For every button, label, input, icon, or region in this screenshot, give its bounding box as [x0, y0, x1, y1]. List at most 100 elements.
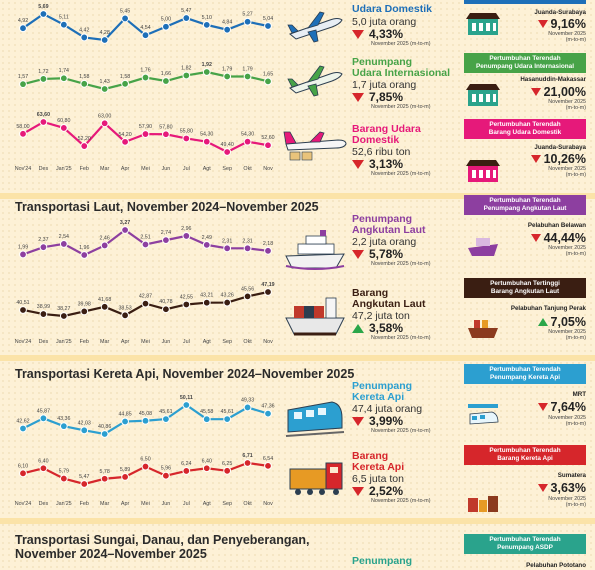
right-note: November 2025: [548, 31, 586, 37]
data-label: 1,74: [59, 68, 69, 74]
right-box: Pertumbuhan Tertinggi Barang Angkutan La…: [464, 278, 586, 298]
right-pct-row: 10,26%: [500, 152, 586, 166]
x-tick-label: Des: [39, 166, 49, 172]
info-note: November 2025 (m-to-m): [371, 428, 431, 434]
data-label: 40,51: [16, 300, 29, 306]
info-title: Penumpang: [352, 213, 413, 225]
data-label: 49,33: [241, 397, 254, 403]
data-label: 5,47: [79, 474, 89, 480]
data-label: 42,87: [139, 294, 152, 300]
data-label: 44,85: [118, 411, 131, 417]
right-note: (m-to-m): [565, 172, 586, 178]
data-label: 6,40: [202, 458, 212, 464]
data-label: 6,40: [38, 458, 48, 464]
data-label: 52,20: [78, 136, 91, 142]
right-box-line: Penumpang Kereta Api: [489, 374, 561, 381]
right-box-line: Pertumbuhan Terendah: [489, 366, 561, 373]
right-note: November 2025: [548, 329, 586, 335]
down-arrow-icon: [537, 20, 548, 28]
chart-series: 42,62 45,87 43,36 42,03 40,86 44,85 45,08 45,61…: [16, 395, 275, 438]
right-name: Pelabuhan Belawan: [527, 222, 586, 229]
info-pct: 2,52%: [369, 484, 404, 498]
chart-series: 58,00 63,60 60,80 52,20 63,00 54,20 57,90 57,80…: [16, 112, 275, 156]
right-box-line: Penumpang Angkutan Laut: [483, 205, 567, 212]
info-title: Barang: [352, 450, 389, 462]
x-tick-label: Nov'24: [15, 501, 32, 507]
data-point: [162, 471, 170, 480]
right-note: November 2025: [548, 415, 586, 421]
data-point: [243, 292, 252, 301]
data-label: 2,96: [181, 226, 191, 232]
info-title: Angkutan Laut: [352, 223, 426, 236]
data-label: 47,36: [261, 404, 274, 410]
data-label: 5,47: [181, 8, 191, 14]
right-box-line: Pertumbuhan Terendah: [489, 197, 561, 204]
data-point: [223, 148, 232, 156]
data-point: [141, 299, 150, 308]
data-point: [19, 129, 27, 138]
ship-icon: [468, 238, 498, 256]
data-point: [100, 474, 109, 483]
data-point: [202, 20, 211, 29]
data-point: [162, 305, 170, 314]
data-point: [162, 130, 170, 139]
data-point: [182, 14, 191, 22]
freight-train-icon: [289, 462, 343, 495]
down-arrow-icon: [537, 403, 548, 411]
right-pct-row: 7,05%: [500, 315, 586, 329]
data-label: 6,71: [242, 453, 252, 459]
info-asdp: Penumpang: [352, 556, 462, 567]
down-arrow-icon: [352, 250, 364, 259]
right-name: Juanda-Surabaya: [534, 144, 586, 151]
data-point: [39, 243, 48, 252]
data-label: 2,49: [202, 235, 212, 241]
data-point: [100, 119, 109, 128]
right-box-line: Barang Udara Domestik: [488, 129, 562, 136]
data-point: [264, 288, 272, 296]
chart-series: 40,51 38,99 38,27 39,98 41,68 38,53 42,87 40,78…: [16, 282, 275, 320]
data-label: 2,51: [140, 235, 150, 241]
data-label: 6,54: [263, 456, 273, 462]
data-label: 45,87: [37, 408, 50, 414]
down-arrow-icon: [530, 155, 541, 163]
info-kereta: Penumpang Kereta Api 47,4 juta orang 3,9…: [352, 381, 462, 435]
info-value: 47,2 juta ton: [352, 310, 410, 322]
info-title: Barang: [352, 287, 389, 299]
data-point: [121, 14, 129, 23]
x-tick-label: Jan'25: [56, 166, 72, 172]
data-label: 6,25: [222, 461, 232, 467]
data-label: 1,58: [120, 74, 130, 80]
x-tick-label: Feb: [80, 166, 89, 172]
data-point: [39, 310, 48, 318]
data-point: [223, 244, 232, 253]
down-arrow-icon: [352, 29, 364, 39]
right-box: Pertumbuhan Terendah Penumpang ASDP: [464, 534, 586, 554]
mrt-icon: [468, 404, 499, 425]
info-value: 6,5 juta ton: [352, 473, 404, 485]
data-point: [59, 422, 68, 431]
info-barang-udara: Barang Udara Domestik 52,6 ribu ton 3,13…: [352, 124, 462, 178]
data-point: [39, 118, 48, 126]
info-title: Kereta Api: [352, 390, 405, 403]
data-point: [202, 137, 211, 146]
up-arrow-icon: [537, 318, 548, 326]
data-label: 1,79: [222, 67, 232, 73]
data-point: [39, 75, 48, 83]
x-tick-label: Des: [39, 339, 49, 345]
x-tick-label: Jun: [162, 339, 171, 345]
right-name: Sumatera: [557, 472, 586, 479]
data-point: [264, 461, 272, 470]
data-point: [59, 20, 68, 29]
right-name: Juanda-Surabaya: [534, 9, 586, 16]
data-point: [80, 307, 89, 316]
data-label: 47,19: [261, 282, 274, 288]
data-point: [162, 22, 170, 31]
data-point: [59, 474, 68, 483]
data-label: 49,40: [221, 142, 234, 148]
up-arrow-icon: [352, 324, 364, 333]
info-laut: Penumpang Angkutan Laut 2,2 juta orang 5…: [352, 214, 462, 268]
right-pct: 7,05%: [550, 315, 586, 329]
info-value: 2,2 juta orang: [352, 236, 417, 248]
down-arrow-icon: [530, 234, 541, 242]
